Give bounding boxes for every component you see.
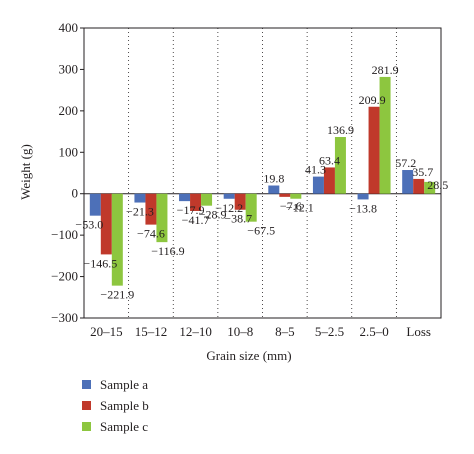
bar-sample-b xyxy=(323,167,335,194)
legend-item-sample-c: Sample c xyxy=(82,416,149,437)
data-label: −221.9 xyxy=(100,288,134,302)
bar-sample-b xyxy=(279,193,291,197)
bar-sample-b xyxy=(413,178,425,194)
data-label: 209.9 xyxy=(359,93,386,107)
y-tick-label: 300 xyxy=(59,61,79,76)
legend-label-sample-b: Sample b xyxy=(100,397,149,413)
x-tick-label: 8–5 xyxy=(275,324,295,339)
bar-sample-b xyxy=(368,106,380,194)
data-label: −41.7 xyxy=(182,213,210,227)
data-label: 57.2 xyxy=(395,156,416,170)
bar-sample-b xyxy=(145,193,157,225)
y-tick-label: −200 xyxy=(51,269,78,284)
data-label: 19.8 xyxy=(263,172,284,186)
y-tick-label: 0 xyxy=(72,186,79,201)
y-tick-label: −300 xyxy=(51,310,78,325)
data-label: −146.5 xyxy=(83,256,117,270)
bar-sample-a xyxy=(89,193,101,216)
bar-sample-b xyxy=(100,193,112,255)
x-tick-label: Loss xyxy=(406,324,431,339)
y-tick-label: 400 xyxy=(59,20,79,35)
data-label: −13.8 xyxy=(349,201,377,215)
bar-sample-c xyxy=(201,193,213,206)
data-label: −28.9 xyxy=(199,208,227,222)
data-label: 41.3 xyxy=(305,163,326,177)
bar-sample-a xyxy=(179,193,191,202)
x-axis-title: Grain size (mm) xyxy=(206,348,291,363)
x-tick-label: 5–2.5 xyxy=(315,324,344,339)
legend-label-sample-a: Sample a xyxy=(100,376,149,392)
legend: Sample a Sample b Sample c xyxy=(82,374,149,437)
y-tick-label: 100 xyxy=(59,144,79,159)
x-tick-label: 20–15 xyxy=(90,324,123,339)
x-tick-label: 12–10 xyxy=(179,324,212,339)
legend-swatch-sample-b xyxy=(82,401,91,410)
bar-sample-b xyxy=(234,193,246,210)
bar-sample-c xyxy=(156,193,168,243)
bar-sample-c xyxy=(424,181,436,194)
x-tick-label: 10–8 xyxy=(227,324,253,339)
bar-sample-a xyxy=(402,170,414,194)
bar-sample-b xyxy=(190,193,202,211)
data-label: 63.4 xyxy=(319,153,340,167)
bar-sample-c xyxy=(111,193,123,286)
data-label: 136.9 xyxy=(327,123,354,137)
legend-label-sample-c: Sample c xyxy=(100,418,149,434)
bar-sample-a xyxy=(134,193,146,203)
y-tick-label: 200 xyxy=(59,103,79,118)
data-label: −7.6 xyxy=(280,199,302,213)
data-label: 35.7 xyxy=(412,165,433,179)
legend-item-sample-b: Sample b xyxy=(82,395,149,416)
bar-sample-c xyxy=(379,76,391,194)
data-label: −67.5 xyxy=(247,224,275,238)
bar-sample-a xyxy=(357,193,369,200)
bar-sample-c xyxy=(245,193,257,222)
data-label: 28.5 xyxy=(427,178,448,192)
data-label: 281.9 xyxy=(372,63,399,77)
legend-item-sample-a: Sample a xyxy=(82,374,149,395)
data-label: −53.0 xyxy=(75,218,103,232)
bar-sample-a xyxy=(268,185,280,194)
data-label: −116.9 xyxy=(151,244,184,258)
x-tick-label: 2.5–0 xyxy=(359,324,388,339)
data-label: −17.9 xyxy=(177,203,205,217)
data-label: −38.7 xyxy=(224,212,252,226)
bar-sample-a xyxy=(312,176,324,194)
bar-sample-c xyxy=(334,136,346,194)
legend-swatch-sample-a xyxy=(82,380,91,389)
y-axis-title: Weight (g) xyxy=(18,144,33,200)
bar-sample-a xyxy=(223,193,235,199)
legend-swatch-sample-c xyxy=(82,422,91,431)
data-label: −12.2 xyxy=(215,201,243,215)
data-label: −12.1 xyxy=(286,201,314,215)
data-label: −74.6 xyxy=(137,227,165,241)
bar-sample-c xyxy=(290,193,302,199)
data-label: −21.3 xyxy=(126,205,154,219)
x-tick-label: 15–12 xyxy=(135,324,168,339)
y-tick-label: −100 xyxy=(51,227,78,242)
